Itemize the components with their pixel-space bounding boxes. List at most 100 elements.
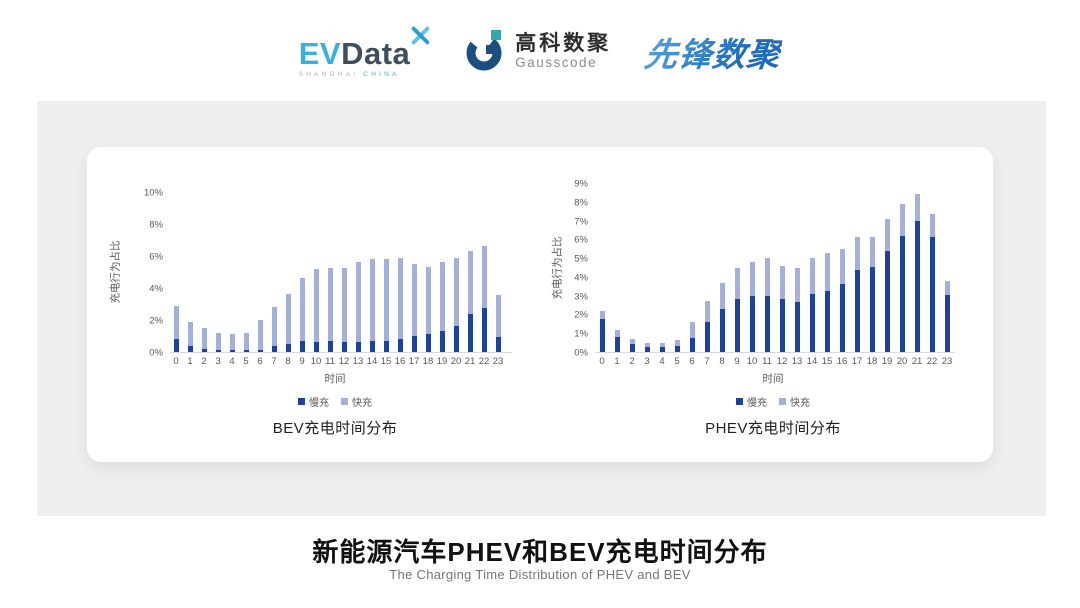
bar-segment-fast [659, 342, 665, 348]
phev-plot-area: 0% 1% 2% 3% 4% 5% 6% 7% 8% 9% 0 1 2 3 4 5 6 7 8 9 10 11 12 13 14… [574, 179, 955, 366]
bar-segment-fast [779, 265, 785, 300]
y-tick-label: 0% [574, 347, 588, 359]
bar-segment-slow [869, 266, 875, 352]
bar-segment-fast [383, 259, 389, 341]
bar-segment-slow [243, 350, 249, 352]
bar-segment-slow [704, 321, 710, 352]
bar-segment-fast [674, 339, 680, 347]
bar-segment-slow [749, 295, 755, 352]
bar-segment-fast [809, 258, 815, 294]
bev-legend: 慢充 快充 [298, 394, 372, 409]
slow-charge-swatch-icon [298, 398, 305, 405]
bar-segment-slow [674, 346, 680, 352]
bar-segment-fast [467, 251, 473, 314]
bar-segment-slow [779, 299, 785, 352]
bar-segment-fast [369, 259, 375, 341]
gausscode-mark-icon [464, 28, 506, 77]
x-tick-label: 17 [408, 356, 420, 367]
x-tick-label: 8 [285, 356, 291, 367]
evdata-logo: EV Data SHANGHAI CHINA [299, 26, 431, 79]
y-tick-label: 5% [574, 253, 588, 265]
bar-segment-slow [824, 290, 830, 352]
bar-segment-fast [704, 301, 710, 322]
bar-segment-slow [599, 319, 605, 352]
x-tick-label: 20 [896, 356, 908, 367]
gausscode-cn-text: 高科数聚 [515, 32, 612, 56]
x-tick-label: 14 [366, 356, 378, 367]
bar-segment-fast [397, 258, 403, 340]
x-tick-label: 12 [776, 356, 788, 367]
evdata-x-icon [411, 26, 430, 49]
bar-segment-fast [854, 236, 860, 271]
bar-segment-slow [659, 347, 665, 352]
bar-segment-slow [914, 220, 920, 352]
bar-segment-fast [229, 334, 235, 351]
bar-segment-fast [749, 261, 755, 296]
y-tick-label: 2% [149, 315, 163, 327]
y-tick-label: 0% [149, 347, 163, 359]
bar-segment-slow [369, 340, 375, 352]
page-title: 新能源汽车PHEV和BEV充电时间分布 [312, 537, 768, 567]
legend-label-fast: 快充 [790, 398, 810, 409]
y-axis-label: 充电行为占比 [109, 240, 122, 304]
x-tick-label: 11 [325, 356, 335, 367]
x-tick-label: 23 [492, 356, 504, 367]
bar-segment-slow [201, 348, 207, 352]
x-tick-label: 22 [478, 356, 490, 367]
bar-segment-slow [944, 294, 950, 352]
x-tick-label: 7 [704, 356, 710, 367]
bar-segment-fast [285, 294, 291, 344]
bar-segment-slow [839, 284, 845, 352]
page-subtitle: The Charging Time Distribution of PHEV a… [389, 567, 691, 582]
x-tick-label: 23 [941, 356, 953, 367]
x-axis-label: 时间 [762, 373, 784, 385]
x-tick-label: 17 [851, 356, 863, 367]
bar-segment-fast [884, 218, 890, 251]
x-tick-label: 21 [911, 356, 923, 367]
x-tick-label: 13 [352, 356, 364, 367]
bar-segment-slow [383, 340, 389, 352]
bar-segment-fast [411, 264, 417, 336]
legend-item-fast: 快充 [341, 394, 372, 409]
bar-segment-fast [734, 267, 740, 300]
x-tick-label: 16 [394, 356, 406, 367]
bar-segment-slow [327, 340, 333, 352]
phev-chart-title: PHEV充电时间分布 [705, 420, 841, 437]
x-tick-label: 13 [791, 356, 803, 367]
x-tick-label: 5 [674, 356, 680, 367]
bar-segment-slow [719, 308, 725, 352]
bar-segment-fast [944, 280, 950, 295]
y-tick-label: 8% [574, 197, 588, 209]
evdata-ev-text: EV [298, 35, 342, 71]
bar-segment-fast [215, 332, 221, 350]
bar-segment-slow [285, 344, 291, 352]
x-tick-label: 7 [271, 356, 277, 367]
bar-segment-fast [243, 332, 249, 351]
x-tick-label: 12 [338, 356, 350, 367]
y-tick-label: 6% [574, 234, 588, 246]
bar-segment-fast [299, 278, 305, 341]
bar-segment-slow [467, 313, 473, 352]
bar-segment-fast [914, 194, 920, 221]
bar-segment-fast [824, 253, 830, 291]
bar-segment-slow [229, 350, 235, 352]
bar-segment-fast [599, 310, 605, 320]
header-logos: EV Data SHANGHAI CHINA 高科数聚 Gausscode [0, 18, 1080, 86]
y-tick-label: 6% [149, 251, 163, 263]
bar-segment-fast [313, 268, 319, 342]
bar-segment-slow [173, 339, 179, 352]
bar-segment-slow [689, 337, 695, 352]
bar-segment-slow [341, 342, 347, 352]
legend-label-fast: 快充 [352, 398, 372, 409]
gausscode-en-text: Gausscode [515, 55, 598, 71]
bar-segment-fast [257, 320, 263, 350]
x-tick-label: 6 [257, 356, 263, 367]
x-tick-label: 8 [719, 356, 725, 367]
bar-segment-slow [495, 336, 501, 352]
x-tick-label: 3 [644, 356, 650, 367]
x-tick-label: 11 [762, 356, 772, 367]
x-tick-label: 3 [215, 356, 221, 367]
x-tick-label: 15 [821, 356, 833, 367]
x-tick-label: 14 [806, 356, 818, 367]
bar-segment-slow [644, 347, 650, 352]
